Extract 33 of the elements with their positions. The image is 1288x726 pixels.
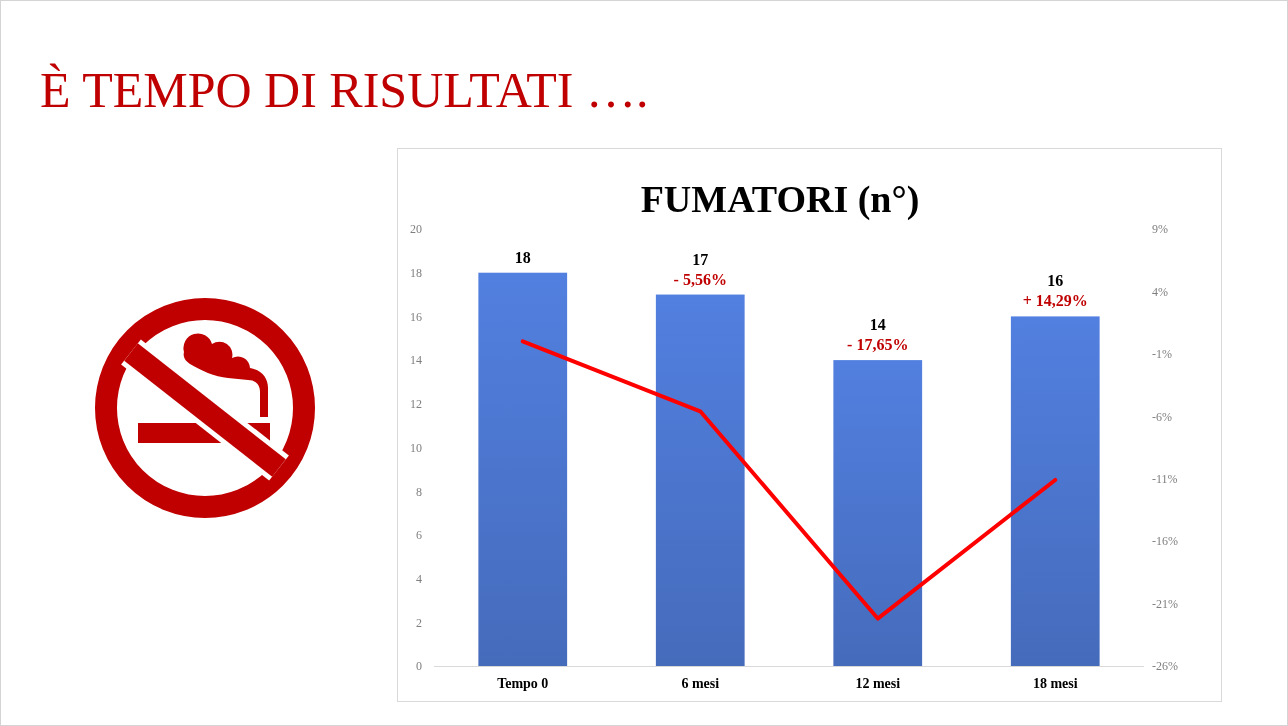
annotation: - 5,56% xyxy=(673,270,727,288)
annotation: + 14,29% xyxy=(1022,292,1088,310)
y-tick-label: 8 xyxy=(416,484,422,499)
y2-tick-label: -6% xyxy=(1152,409,1172,424)
line-series xyxy=(520,339,1058,621)
y-tick-label: 10 xyxy=(410,440,422,455)
x-tick-label: 12 mesi xyxy=(855,675,901,691)
y2-tick-label: 9% xyxy=(1152,222,1168,237)
chart-subtitle: FUMATORI (n°) xyxy=(640,178,920,221)
data-label: 16 xyxy=(1047,272,1064,290)
x-tick-label: 6 mesi xyxy=(681,675,720,691)
x-tick-label: Tempo 0 xyxy=(497,675,549,691)
y2-tick-label: -26% xyxy=(1152,659,1178,674)
data-label: 14 xyxy=(869,316,886,334)
annotation: - 17,65% xyxy=(847,336,909,354)
y-tick-label: 16 xyxy=(410,309,422,324)
data-label: 17 xyxy=(692,250,709,268)
y2-tick-label: -11% xyxy=(1152,472,1178,487)
y2-tick-label: -1% xyxy=(1152,347,1172,362)
x-tick-label: 18 mesi xyxy=(1032,675,1078,691)
y-tick-label: 0 xyxy=(416,659,422,674)
y-tick-label: 20 xyxy=(410,222,422,237)
chart-title: È TEMPO DI RISULTATI …. xyxy=(40,62,649,118)
y-tick-label: 14 xyxy=(410,353,422,368)
y-tick-label: 12 xyxy=(410,397,422,412)
y-tick-label: 18 xyxy=(410,266,422,281)
y-tick-label: 2 xyxy=(416,615,422,630)
y2-tick-label: 4% xyxy=(1152,284,1168,299)
y2-tick-label: -16% xyxy=(1152,534,1178,549)
y-tick-label: 4 xyxy=(416,571,422,586)
data-label: 18 xyxy=(514,248,531,266)
y-tick-label: 6 xyxy=(416,528,422,543)
y2-tick-label: -21% xyxy=(1152,596,1178,611)
